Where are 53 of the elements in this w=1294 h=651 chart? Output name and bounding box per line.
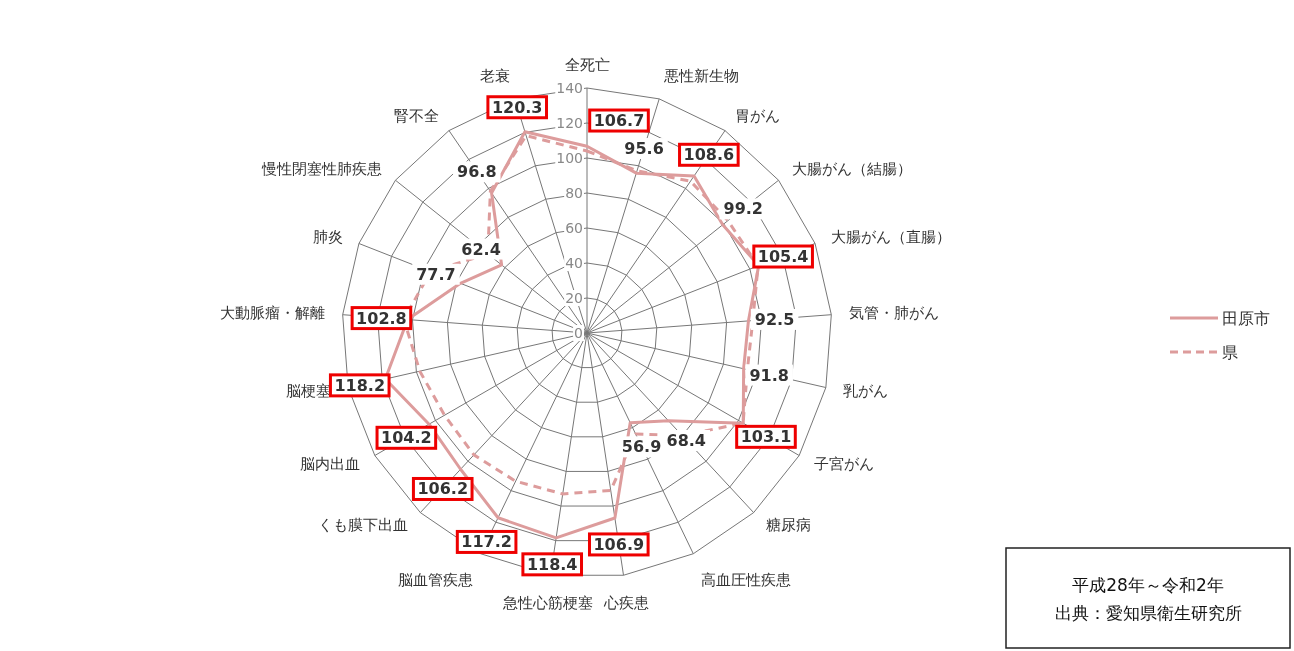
y-tick-label: 20 xyxy=(565,290,583,306)
spoke-label: 脳内出血 xyxy=(299,455,360,474)
data-label: 99.2 xyxy=(723,199,763,219)
data-label: 103.1 xyxy=(740,427,792,447)
y-tick-label: 140 xyxy=(556,80,583,96)
spoke-label: 老衰 xyxy=(479,67,510,86)
spoke-label: 悪性新生物 xyxy=(663,67,740,86)
data-label: 95.6 xyxy=(624,139,664,159)
spoke-label: 子宮がん xyxy=(814,455,875,474)
y-tick-label: 40 xyxy=(565,255,583,271)
data-label: 118.2 xyxy=(334,375,386,395)
spoke-label: 腎不全 xyxy=(394,107,440,126)
spoke-label: 脳血管疾患 xyxy=(398,570,474,589)
y-tick-label: 80 xyxy=(565,185,583,201)
legend-label: 県 xyxy=(1222,343,1238,362)
spoke-label: 大腸がん（結腸） xyxy=(792,160,913,179)
data-label: 68.4 xyxy=(666,430,707,450)
spoke-label: 胃がん xyxy=(734,107,780,126)
data-label: 62.4 xyxy=(461,239,501,259)
data-label: 96.8 xyxy=(457,162,497,182)
data-label: 77.7 xyxy=(416,264,456,284)
y-tick-label: 100 xyxy=(556,150,583,166)
y-tick-label: 0 xyxy=(574,325,583,341)
spoke-label: 肺炎 xyxy=(312,228,343,247)
y-tick-label: 60 xyxy=(565,220,583,236)
legend-label: 田原市 xyxy=(1222,309,1270,328)
spoke-label: 高血圧性疾患 xyxy=(700,570,791,589)
data-label: 104.2 xyxy=(381,428,432,448)
data-label: 106.9 xyxy=(593,534,645,554)
source-note: 出典：愛知県衛生研究所 xyxy=(1054,603,1242,623)
data-label: 106.2 xyxy=(417,479,469,499)
spoke-label: 全死亡 xyxy=(564,55,610,74)
spoke-label: 心疾患 xyxy=(602,593,649,612)
text: 平成28年～令和2年 xyxy=(1072,575,1224,595)
spoke-label: 大腸がん（直腸） xyxy=(831,228,952,247)
spoke-label: くも膜下出血 xyxy=(318,516,409,535)
spoke-label: 乳がん xyxy=(842,382,888,401)
spoke-label: 慢性閉塞性肺疾患 xyxy=(260,160,382,179)
data-label: 56.9 xyxy=(621,437,662,457)
spoke-label: 急性心筋梗塞 xyxy=(501,593,593,612)
data-label: 108.6 xyxy=(683,145,735,165)
y-tick-label: 120 xyxy=(556,115,583,131)
data-label: 120.3 xyxy=(491,97,543,117)
spoke-label: 糖尿病 xyxy=(765,516,811,535)
data-label: 92.5 xyxy=(754,309,795,329)
spoke-label: 気管・肺がん xyxy=(848,304,939,323)
data-label: 105.4 xyxy=(757,247,809,267)
data-label: 117.2 xyxy=(461,532,512,552)
spoke-label: 大動脈瘤・解離 xyxy=(220,304,326,323)
data-label: 91.8 xyxy=(749,365,789,385)
data-label: 118.4 xyxy=(526,554,578,574)
data-label: 106.7 xyxy=(593,111,645,131)
data-label: 102.8 xyxy=(356,308,407,328)
